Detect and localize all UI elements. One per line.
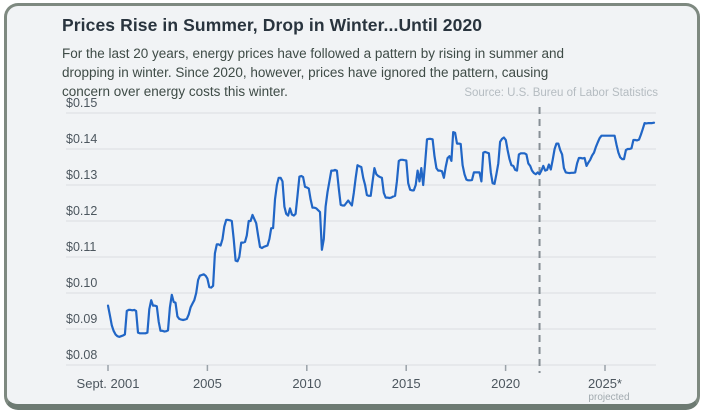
- y-axis-label: $0.13: [66, 168, 97, 182]
- y-axis-label: $0.14: [66, 132, 97, 146]
- subtitle-line-3: concern over energy costs this winter.: [62, 84, 288, 99]
- source-attribution: Source: U.S. Bureu of Labor Statistics: [464, 87, 658, 99]
- x-axis-label: 2015: [392, 376, 421, 391]
- subtitle-line-2: dropping in winter. Since 2020, however,…: [62, 65, 549, 80]
- y-axis-label: $0.09: [66, 312, 97, 326]
- y-axis-label: $0.10: [66, 276, 97, 290]
- price-line-series: [106, 121, 656, 338]
- y-axis-label: $0.08: [66, 348, 97, 362]
- x-axis-label: 2005: [193, 376, 222, 391]
- chart-subtitle: For the last 20 years, energy prices hav…: [62, 44, 564, 101]
- y-axis-label: $0.12: [66, 204, 97, 218]
- projected-sublabel: projected: [588, 392, 629, 403]
- x-axis-label: 2020: [491, 376, 520, 391]
- x-axis-label: Sept. 2001: [77, 376, 140, 391]
- x-axis-label: 2025*: [588, 376, 622, 391]
- x-axis-label: 2010: [292, 376, 321, 391]
- subtitle-line-1: For the last 20 years, energy prices hav…: [62, 46, 564, 61]
- y-axis-label: $0.11: [66, 240, 96, 254]
- y-axis-label: $0.15: [66, 96, 97, 110]
- chart-title: Prices Rise in Summer, Drop in Winter...…: [62, 15, 483, 35]
